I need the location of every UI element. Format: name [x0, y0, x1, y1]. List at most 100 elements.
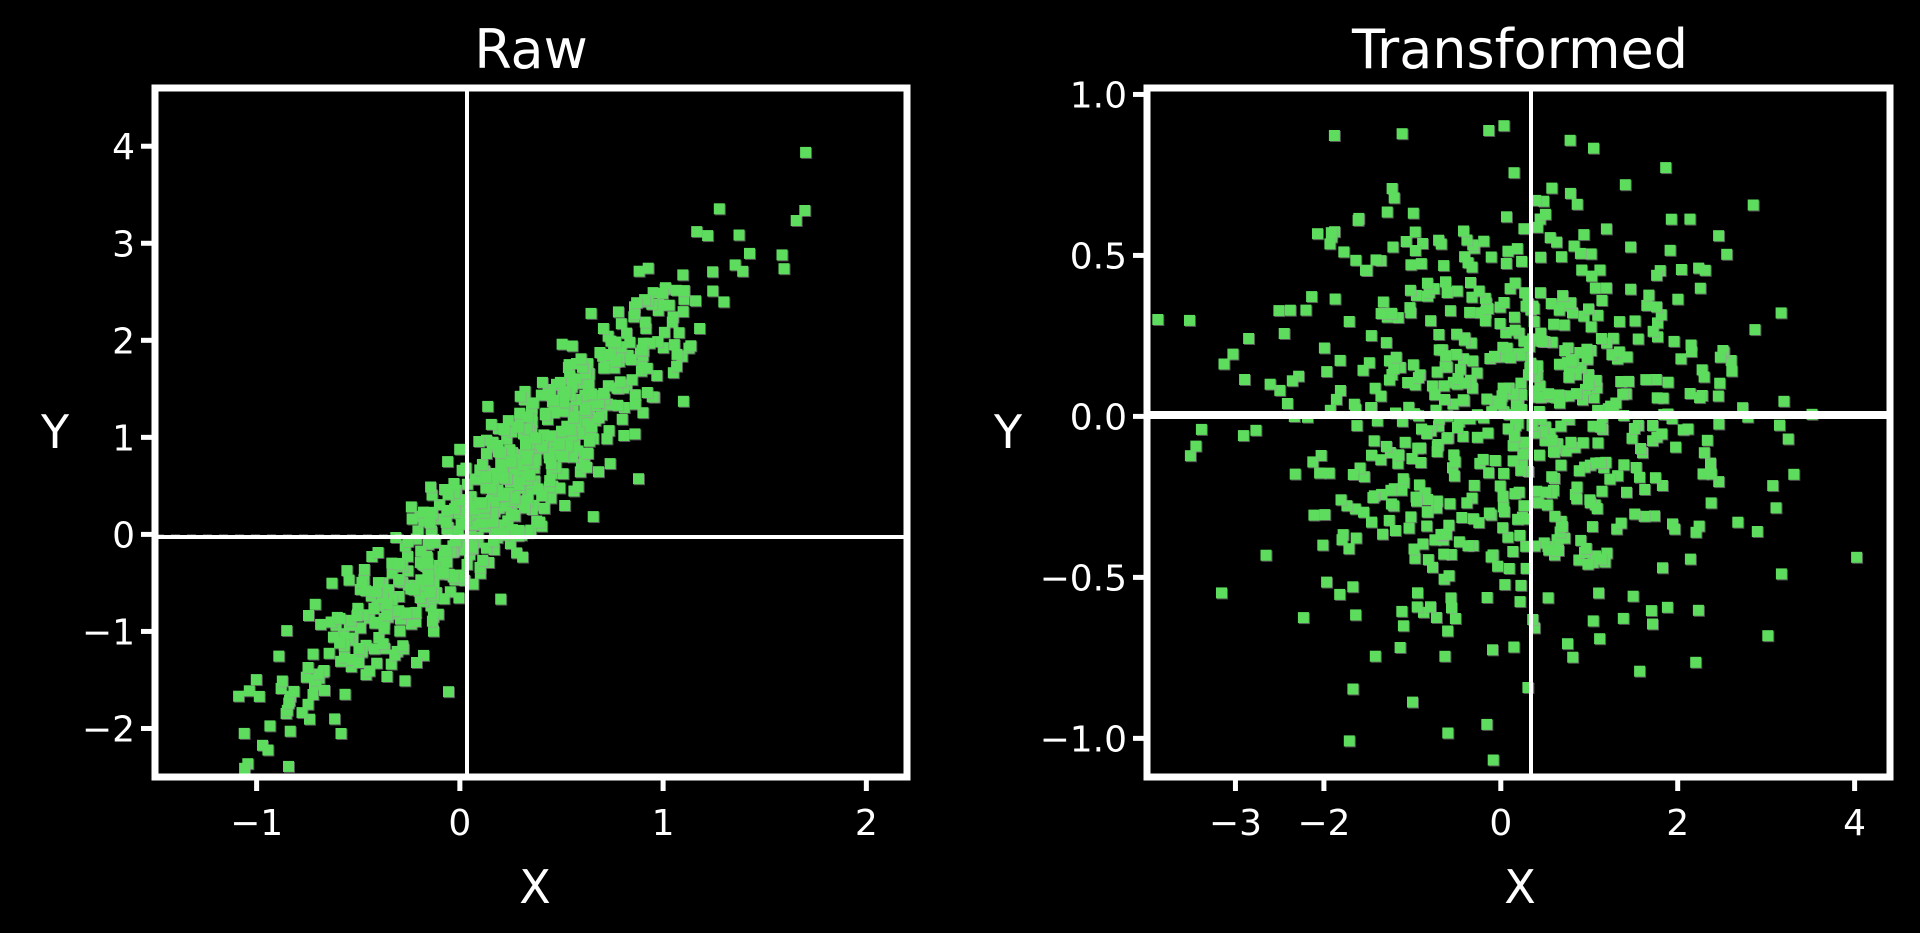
transformed-point [1538, 195, 1549, 207]
transformed-point [1368, 435, 1380, 447]
raw-point [572, 481, 584, 493]
transformed-y-tick-label: 0.0 [1070, 397, 1127, 438]
raw-point [581, 461, 593, 473]
transformed-point [1618, 459, 1630, 471]
transformed-point [1594, 264, 1606, 276]
transformed-point [1338, 246, 1350, 258]
transformed-point [1330, 393, 1342, 405]
raw-point [718, 296, 730, 308]
transformed-point [1498, 297, 1510, 308]
raw-point [536, 490, 548, 502]
transformed-point [1426, 380, 1438, 392]
transformed-point [1726, 365, 1738, 377]
raw-point [564, 424, 576, 436]
raw-point [520, 423, 532, 435]
raw-point [504, 444, 516, 456]
raw-point [253, 690, 265, 702]
raw-point [513, 479, 525, 490]
transformed-point [1782, 433, 1794, 445]
transformed-point [1358, 471, 1370, 483]
transformed-point [1446, 602, 1457, 614]
transformed-point [1651, 392, 1663, 404]
raw-point [615, 318, 627, 330]
raw-point [425, 481, 437, 493]
transformed-point [1595, 457, 1606, 469]
raw-point [381, 598, 393, 610]
raw-point [440, 516, 452, 528]
raw-title: Raw [474, 18, 588, 81]
transformed-point [1621, 486, 1632, 498]
transformed-point [1514, 349, 1526, 361]
transformed-point [1421, 520, 1433, 532]
raw-point [678, 293, 690, 305]
raw-point [621, 327, 633, 339]
transformed-point [1411, 495, 1422, 507]
transformed-point [1485, 251, 1497, 263]
raw-point [393, 574, 405, 586]
raw-point [520, 438, 531, 450]
raw-point [629, 398, 641, 410]
raw-point [545, 430, 557, 442]
transformed-point [1274, 384, 1286, 396]
transformed-point [1592, 437, 1604, 449]
transformed-point [1343, 316, 1355, 327]
transformed-point [1264, 378, 1276, 390]
transformed-point [1403, 522, 1415, 534]
transformed-point [1461, 497, 1473, 509]
transformed-point [1698, 447, 1710, 459]
transformed-point [1851, 551, 1863, 563]
transformed-point [1509, 277, 1521, 289]
raw-point [498, 490, 510, 502]
transformed-point [1661, 601, 1673, 613]
transformed-point [1369, 382, 1381, 394]
raw-point [626, 374, 638, 386]
transformed-point [1350, 609, 1362, 621]
transformed-point [1514, 596, 1526, 608]
transformed-point [1641, 299, 1653, 311]
raw-point [579, 415, 591, 427]
transformed-point [1519, 436, 1530, 448]
raw-point [406, 513, 418, 525]
raw-point [448, 478, 460, 489]
raw-point [530, 432, 542, 444]
transformed-point [1698, 371, 1710, 383]
transformed-point [1615, 376, 1627, 387]
raw-point [639, 316, 651, 328]
raw-point [402, 550, 413, 562]
transformed-point [1737, 402, 1749, 414]
raw-point [368, 603, 380, 614]
transformed-point [1664, 244, 1676, 256]
transformed-point [1565, 355, 1577, 367]
transformed-point [1473, 285, 1485, 297]
raw-point [418, 506, 429, 518]
transformed-point [1535, 251, 1547, 263]
raw-point [377, 638, 389, 650]
transformed-point [1377, 528, 1389, 540]
transformed-point [1184, 314, 1195, 326]
raw-point [524, 469, 536, 481]
transformed-point [1638, 510, 1650, 522]
transformed-point [1540, 486, 1552, 498]
transformed-point [1670, 441, 1682, 453]
transformed-point [1512, 513, 1524, 525]
transformed-point [1365, 330, 1377, 342]
raw-point [470, 503, 482, 515]
transformed-point [1358, 506, 1370, 518]
transformed-point [1369, 650, 1381, 662]
raw-point [744, 247, 755, 259]
transformed-point [1645, 605, 1657, 617]
raw-point [372, 547, 384, 558]
transformed-point [1555, 251, 1567, 263]
transformed-point [1541, 499, 1553, 511]
raw-point [275, 683, 287, 694]
transformed-point [1507, 440, 1519, 452]
raw-point [545, 458, 557, 470]
raw-point [345, 614, 357, 626]
raw-point [464, 502, 475, 514]
raw-point [729, 259, 741, 271]
transformed-point [1535, 327, 1547, 339]
transformed-point [1441, 432, 1453, 444]
transformed-point [1545, 298, 1557, 309]
raw-point [554, 482, 566, 494]
transformed-point [1528, 385, 1540, 397]
